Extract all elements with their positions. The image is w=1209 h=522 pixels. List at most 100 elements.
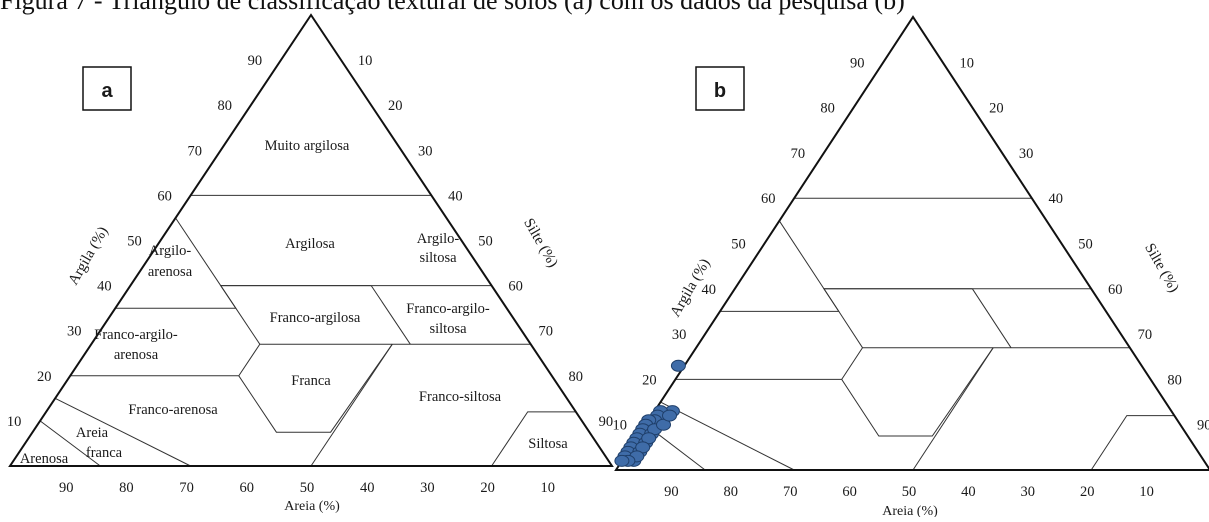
tick-label-argila: 60	[157, 188, 172, 204]
class-boundary	[841, 347, 994, 437]
texture-triangle-a: a Muito argilosa Argilosa Argilo- arenos…	[7, 13, 614, 514]
panel-label-box-b	[695, 66, 745, 111]
tick-label-argila: 60	[761, 191, 776, 207]
class-argilo-siltosa-line2: siltosa	[419, 250, 457, 266]
tick-label-areia: 90	[664, 484, 679, 500]
tick-label-areia: 30	[420, 480, 435, 496]
class-franco-argilo-siltosa-line2: siltosa	[429, 321, 467, 337]
class-boundary	[778, 220, 840, 312]
tick-label-silte: 60	[508, 279, 523, 295]
sample-point	[662, 409, 677, 422]
tick-label-argila: 20	[37, 369, 52, 385]
class-boundary	[1090, 415, 1175, 471]
class-boundary	[491, 411, 576, 467]
axis-title-areia-b: Areia (%)	[882, 504, 938, 517]
class-boundary	[912, 347, 994, 471]
tick-label-silte: 20	[989, 101, 1004, 117]
class-argilosa: Argilosa	[285, 236, 335, 252]
tick-label-argila: 70	[187, 143, 202, 159]
tick-label-silte: 90	[599, 414, 614, 430]
axis-title-areia-a: Areia (%)	[284, 499, 340, 514]
tick-label-silte: 20	[388, 98, 403, 114]
figure-caption: Figura 7 - Triângulo de classificação te…	[0, 0, 905, 15]
tick-label-areia: 70	[179, 480, 194, 496]
tick-label-areia: 70	[783, 484, 798, 500]
class-boundary	[971, 288, 1012, 348]
tick-label-argila: 50	[731, 237, 746, 253]
tick-label-silte: 30	[1019, 146, 1034, 162]
tick-label-areia: 60	[842, 484, 857, 500]
class-boundary	[370, 285, 411, 345]
panel-label-b: b	[714, 80, 726, 102]
tick-label-argila: 80	[218, 98, 233, 114]
tick-label-silte: 40	[1049, 191, 1064, 207]
tick-label-silte: 60	[1108, 282, 1123, 298]
class-franco-argilo-siltosa-line1: Franco-argilo-	[406, 301, 490, 317]
panel-label-box-a	[82, 66, 132, 111]
class-arenosa: Arenosa	[20, 451, 69, 467]
class-boundary	[235, 307, 261, 345]
class-franco-argilo-arenosa-line1: Franco-argilo-	[94, 327, 178, 343]
tick-label-argila: 70	[791, 146, 806, 162]
axis-title-silte-a: Silte (%)	[520, 216, 561, 271]
class-franco-siltosa: Franco-siltosa	[419, 389, 502, 405]
tick-label-argila: 30	[672, 327, 687, 343]
tick-label-areia: 90	[59, 480, 74, 496]
tick-label-areia: 80	[724, 484, 739, 500]
tick-label-silte: 30	[418, 143, 433, 159]
class-franco-argilo-arenosa-line2: arenosa	[114, 347, 159, 363]
tick-label-areia: 80	[119, 480, 134, 496]
tick-label-silte: 70	[538, 324, 553, 340]
tick-label-silte: 80	[569, 369, 584, 385]
panel-label-a: a	[101, 80, 113, 102]
class-muito-argilosa: Muito argilosa	[265, 138, 350, 154]
tick-label-areia: 10	[541, 480, 556, 496]
class-argilo-siltosa-line1: Argilo-	[417, 231, 460, 247]
tick-label-argila: 10	[7, 414, 22, 430]
tick-label-argila: 20	[642, 372, 657, 388]
triangle-outline-b	[614, 15, 1209, 471]
sample-point	[670, 359, 686, 372]
class-franco-arenosa: Franco-arenosa	[128, 402, 218, 418]
class-boundary	[238, 343, 393, 433]
tick-label-argila: 10	[612, 418, 627, 434]
class-boundary	[39, 420, 101, 467]
tick-label-argila: 40	[702, 282, 717, 298]
tick-label-argila: 90	[248, 53, 263, 69]
class-boundary	[175, 217, 237, 309]
tick-label-areia: 40	[360, 480, 375, 496]
tick-label-silte: 10	[358, 53, 373, 69]
tick-label-argila: 90	[850, 55, 865, 71]
tick-label-areia: 20	[480, 480, 495, 496]
tick-label-silte: 10	[959, 55, 974, 71]
tick-label-argila: 50	[127, 234, 142, 250]
class-boundary	[310, 343, 393, 467]
tick-label-areia: 50	[300, 480, 315, 496]
texture-triangle-b: b 90 80 70 60 50 40 30 20 10 10 20 30 40 50 60 70 80 90 90…	[612, 15, 1209, 519]
tick-label-argila: 30	[67, 324, 82, 340]
tick-label-silte: 90	[1197, 418, 1209, 434]
sample-point	[614, 454, 630, 467]
tick-label-argila: 80	[820, 101, 835, 117]
class-boundary	[838, 311, 863, 348]
class-boundary	[54, 397, 191, 467]
tick-label-silte: 50	[478, 234, 493, 250]
class-franco-argilosa: Franco-argilosa	[270, 310, 361, 326]
class-areia-franca-line1: Areia	[76, 425, 109, 441]
tick-label-silte: 40	[448, 188, 463, 204]
tick-label-areia: 60	[240, 480, 255, 496]
class-boundary	[660, 401, 795, 471]
tick-label-areia: 50	[902, 484, 917, 500]
tick-label-argila: 40	[97, 279, 112, 295]
triangle-outline-a	[8, 13, 614, 467]
tick-label-areia: 20	[1080, 484, 1095, 500]
class-franca: Franca	[291, 373, 331, 389]
class-areia-franca-line2: franca	[86, 445, 123, 461]
class-siltosa: Siltosa	[528, 436, 568, 452]
class-boundary	[675, 347, 1130, 380]
class-argilo-arenosa-line2: arenosa	[148, 264, 193, 280]
class-argilo-arenosa-line1: Argilo-	[149, 243, 192, 259]
tick-label-areia: 10	[1139, 484, 1154, 500]
